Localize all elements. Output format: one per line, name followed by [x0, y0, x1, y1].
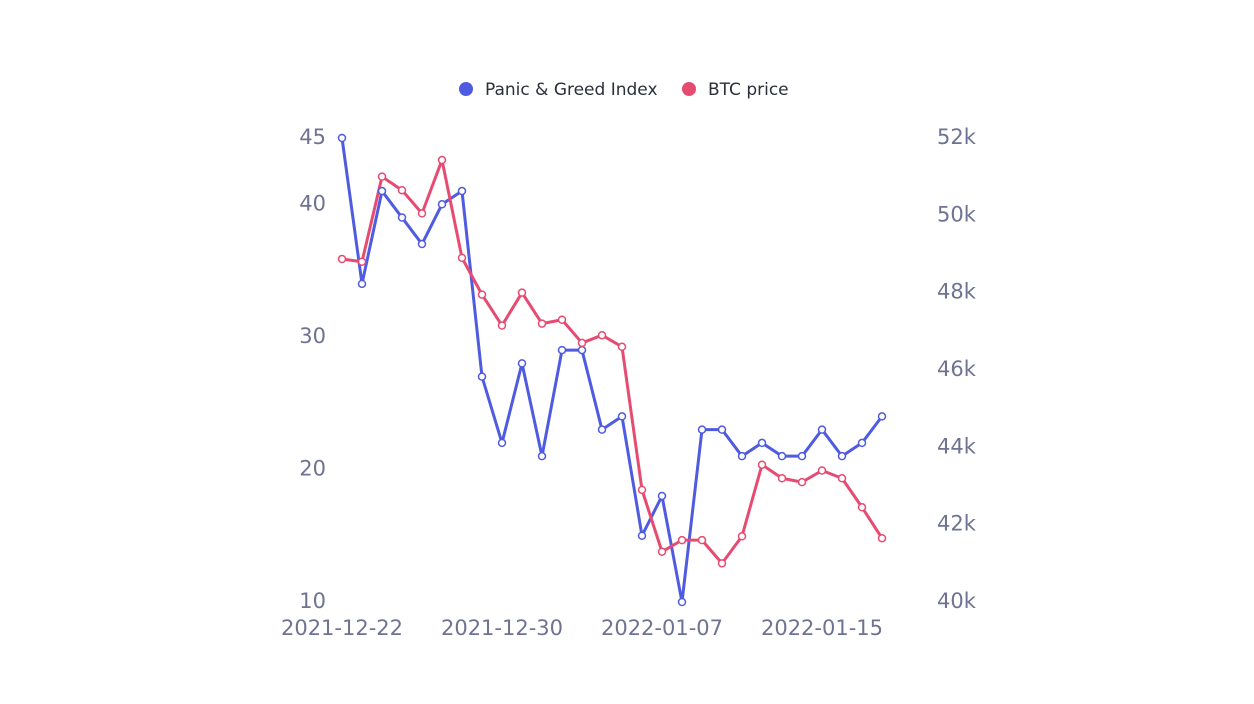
legend-marker	[459, 82, 473, 96]
point	[477, 290, 487, 299]
point	[357, 279, 367, 289]
point	[757, 438, 767, 448]
y2-tick-label: 48k	[937, 280, 977, 304]
x-tick-label: 2022-01-15	[761, 616, 883, 640]
y-tick-label: 45	[299, 125, 326, 149]
point	[377, 186, 387, 196]
y2-tick-label: 42k	[937, 512, 977, 536]
point	[757, 460, 767, 469]
legend-label: Panic & Greed Index	[485, 80, 658, 100]
point	[437, 155, 447, 165]
point	[697, 535, 707, 545]
legend-label: BTC price	[708, 80, 789, 100]
y2-tick-label: 44k	[937, 434, 977, 458]
legend-marker	[682, 82, 696, 96]
point	[517, 359, 527, 368]
point	[557, 315, 567, 324]
point	[357, 257, 367, 266]
point	[777, 474, 787, 483]
point	[457, 253, 467, 263]
point	[417, 209, 427, 218]
point	[697, 425, 707, 434]
point	[517, 288, 527, 297]
y2-tick-label: 40k	[937, 589, 977, 613]
point	[597, 330, 607, 340]
point	[397, 185, 407, 195]
point	[637, 485, 647, 495]
point	[657, 547, 667, 556]
point	[717, 559, 727, 568]
point	[597, 425, 607, 434]
point	[497, 438, 507, 448]
point	[857, 503, 867, 512]
point	[797, 451, 807, 461]
point	[437, 200, 447, 209]
point	[577, 345, 587, 355]
point	[537, 451, 547, 461]
point	[417, 239, 427, 249]
y-tick-label: 40	[299, 191, 326, 215]
point	[777, 451, 787, 461]
point	[617, 342, 627, 352]
x-tick-label: 2021-12-22	[281, 616, 403, 640]
point	[677, 535, 687, 545]
legend-item: BTC price	[682, 80, 789, 100]
point	[737, 532, 747, 541]
point	[457, 186, 467, 196]
point	[737, 451, 747, 461]
point	[497, 321, 507, 330]
x-tick-label: 2021-12-30	[441, 616, 563, 640]
legend-item: Panic & Greed Index	[459, 80, 658, 100]
point	[677, 597, 687, 607]
point	[837, 474, 847, 483]
point	[337, 133, 347, 143]
y2-tick-label: 52k	[937, 125, 977, 149]
point	[557, 345, 567, 355]
series-line	[341, 158, 884, 565]
y-tick-label: 10	[299, 589, 326, 613]
y-tick-label: 30	[299, 324, 326, 348]
series-line	[340, 137, 884, 604]
point	[877, 412, 887, 421]
x-tick-label: 2022-01-07	[601, 616, 723, 640]
point	[797, 477, 807, 487]
point	[817, 466, 827, 475]
point	[337, 254, 347, 264]
point	[477, 372, 487, 381]
point	[857, 438, 867, 448]
point	[617, 412, 627, 421]
y2-tick-label: 46k	[937, 357, 977, 381]
point	[377, 172, 387, 181]
point	[637, 531, 647, 540]
point	[657, 491, 667, 501]
point	[717, 425, 727, 434]
y-tick-label: 20	[299, 456, 326, 480]
point	[397, 213, 407, 222]
y2-tick-label: 50k	[937, 202, 977, 226]
point	[817, 425, 827, 434]
point	[837, 451, 847, 461]
point	[537, 319, 547, 328]
point	[877, 533, 887, 543]
point	[577, 338, 587, 348]
